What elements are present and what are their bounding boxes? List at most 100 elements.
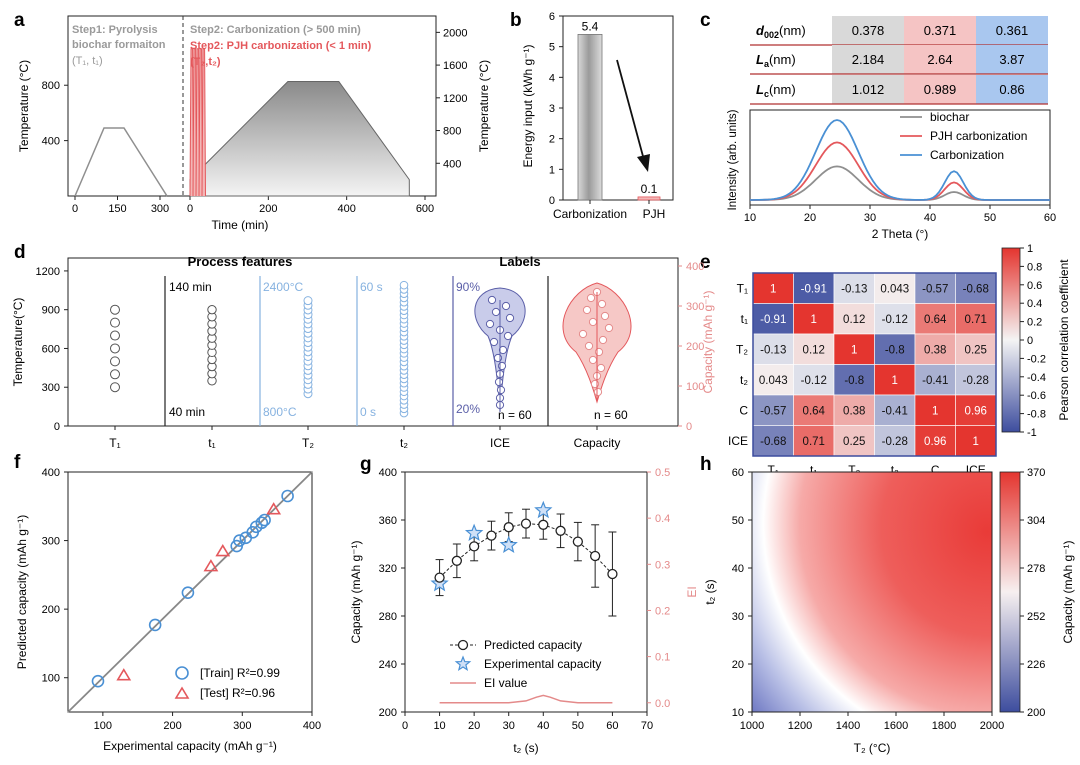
a-xlabel: Time (min) [212, 218, 269, 232]
g-xlabel: t₂ (s) [513, 741, 538, 755]
c-legend-label: PJH carbonization [930, 129, 1027, 143]
g-y2label: EI [685, 586, 699, 597]
b-ytick-label: 3 [549, 103, 555, 115]
c-legend-label: biochar [930, 110, 969, 124]
f-xlabel: Experimental capacity (mAh g⁻¹) [103, 739, 277, 753]
f-test-point [116, 668, 132, 681]
g-xtick-label: 10 [433, 720, 445, 732]
e-cell-value: 1 [851, 344, 857, 356]
g-predicted-point [572, 536, 584, 547]
a-xtick-label-right: 200 [259, 203, 277, 215]
f-legend-train: [Train] R²=0.99 [200, 666, 280, 680]
g-ytick-label: 240 [379, 659, 397, 671]
a-step1-line2: biochar formaiton [72, 39, 166, 51]
f-xtick-label: 300 [233, 720, 251, 732]
a-xtick-label-right: 600 [416, 203, 434, 215]
h-colorbar-tick-label: 278 [1027, 563, 1045, 575]
g-y2tick-label: 0.2 [655, 605, 670, 617]
e-cell [914, 333, 956, 365]
e-row-label: T₁ [737, 281, 748, 295]
panel-c: 0.378 0.371 0.361 d002(nm) 2.184 2.64 3.87 La(n… [727, 16, 1056, 241]
d-point-capacity [597, 299, 607, 309]
b-ytick-label: 6 [549, 11, 555, 23]
d-t1-bottom: 40 min [169, 405, 205, 419]
panel-letter-b: b [510, 10, 522, 31]
d-y2tick-label: 0 [686, 421, 692, 433]
e-cell [752, 272, 794, 304]
h-colorbar [999, 471, 1021, 713]
c-legend-label: Carbonization [930, 148, 1004, 162]
e-col-label: T₁ [768, 463, 779, 477]
h-capacity-field [752, 472, 992, 712]
d-ice-bottom: 20% [456, 402, 480, 416]
g-experimental-point [534, 500, 553, 519]
f-train-point [181, 586, 195, 599]
a-y2tick-label: 2000 [443, 27, 467, 39]
h-ytick-label: 50 [732, 515, 744, 527]
g-ytick-label: 320 [379, 563, 397, 575]
e-cell-value: 0.96 [924, 436, 946, 448]
h-colorbar-tick-label: 226 [1027, 659, 1045, 671]
e-cell [914, 303, 956, 335]
c-ylabel: Intensity (arb. units) [727, 109, 739, 210]
g-predicted-point [451, 555, 463, 566]
b-ytick-label: 4 [549, 72, 555, 84]
e-cell [752, 333, 794, 365]
e-cell-value: -0.13 [841, 283, 867, 295]
a-step1-title: Step1: Pyrolysis [72, 24, 158, 36]
e-cell [874, 394, 916, 426]
d-title-features: Process features [188, 254, 293, 269]
e-cell [752, 425, 794, 457]
g-ytick-label: 280 [379, 611, 397, 623]
h-xtick-label: 2000 [980, 720, 1004, 732]
d-y2tick-label: 400 [686, 261, 704, 273]
f-legend-test-marker [174, 686, 190, 699]
c-cell [904, 45, 976, 74]
b-arrow-line [616, 59, 645, 161]
e-colorbar-tick-label: -0.4 [1027, 372, 1046, 384]
d-y2tick-label: 100 [686, 381, 704, 393]
c-cell-value: 0.361 [996, 23, 1029, 38]
c-row-label: d002(nm) [756, 23, 806, 40]
d-point-capacity [584, 341, 594, 351]
h-ytick-label: 20 [732, 659, 744, 671]
a-xtick-label-left: 0 [72, 203, 78, 215]
g-xtick-label: 70 [641, 720, 653, 732]
d-ytick-label: 900 [42, 305, 60, 317]
c-cell-value: 2.184 [852, 52, 885, 67]
a-xtick-label-right: 400 [337, 203, 355, 215]
e-cell-value: -0.91 [801, 283, 827, 295]
b-bar-pjh [637, 196, 661, 201]
c-cell-value: 0.371 [924, 23, 957, 38]
c-cell [904, 16, 976, 45]
c-xtick-label: 60 [1044, 212, 1056, 224]
panel-letter-d: d [14, 242, 26, 263]
e-row-label: t₂ [740, 373, 748, 387]
f-diagonal [67, 471, 313, 713]
e-cell [874, 364, 916, 396]
e-cell-value: 0.12 [843, 314, 865, 326]
a-y2tick-label: 1600 [443, 60, 467, 72]
e-cell-value: -0.57 [760, 405, 786, 417]
e-colorbar-tick-label: 0.6 [1027, 280, 1042, 292]
panel-letter-e: e [700, 252, 711, 273]
d-ytick-label: 0 [54, 421, 60, 433]
g-xtick-label: 30 [503, 720, 515, 732]
f-ytick-label: 200 [42, 604, 60, 616]
d-point-ice [498, 345, 508, 355]
c-cell-value: 1.012 [852, 82, 885, 97]
panel-f-frame [67, 471, 313, 713]
d-point-ice [497, 361, 507, 371]
panel-letter-c: c [700, 10, 711, 31]
e-cell [833, 303, 875, 335]
d-t2-top: 60 s [360, 280, 383, 294]
f-train-point [91, 674, 105, 688]
f-ylabel: Predicted capacity (mAh g⁻¹) [15, 515, 29, 669]
g-experimental-point [464, 523, 484, 542]
d-point-T1 [110, 330, 120, 341]
c-xrd-curve [750, 119, 1050, 201]
e-cell-value: -0.41 [922, 375, 948, 387]
e-cell [914, 394, 956, 426]
a-y2tick-label: 1200 [443, 93, 467, 105]
d-point-T1 [110, 382, 120, 393]
